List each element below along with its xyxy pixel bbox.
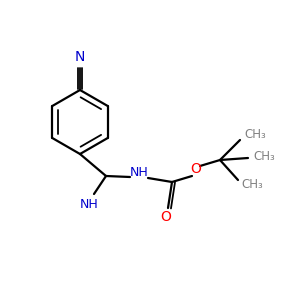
- Text: O: O: [160, 210, 171, 224]
- Text: CH₃: CH₃: [241, 178, 263, 191]
- Text: N: N: [75, 50, 85, 64]
- Text: CH₃: CH₃: [253, 151, 275, 164]
- Text: NH: NH: [80, 197, 98, 211]
- Text: CH₃: CH₃: [244, 128, 266, 142]
- Text: NH: NH: [130, 167, 148, 179]
- Text: O: O: [190, 162, 201, 176]
